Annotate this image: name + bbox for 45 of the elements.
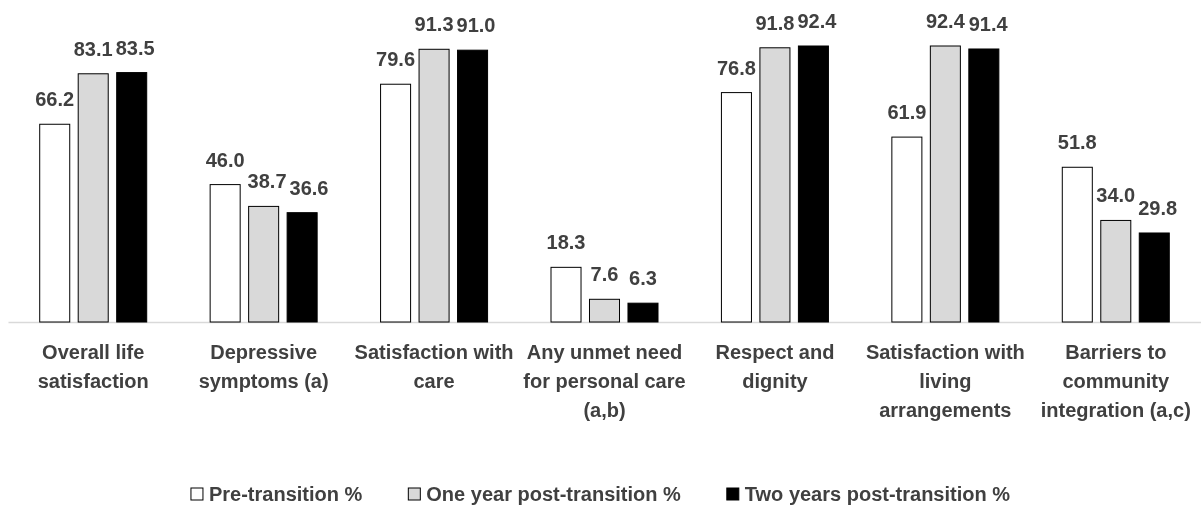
bar <box>550 266 582 323</box>
data-label: 92.4 <box>925 10 966 32</box>
legend-label: Pre-transition % <box>208 483 363 505</box>
bar <box>797 45 829 323</box>
bar <box>627 302 659 323</box>
bar <box>380 83 412 323</box>
bar <box>39 123 71 323</box>
x-tick-label: Satisfaction with care <box>354 341 514 393</box>
x-tick-label: Any unmet need for personal care (a,b) <box>523 341 686 422</box>
data-label: 6.3 <box>629 267 657 290</box>
legend-label: One year post-transition % <box>426 483 682 505</box>
data-label: 91.8 <box>755 11 795 34</box>
data-label: 66.2 <box>35 88 75 111</box>
data-label: 38.7 <box>247 170 287 193</box>
data-label: 91.3 <box>414 13 454 36</box>
data-label: 7.6 <box>590 263 619 286</box>
data-label: 51.8 <box>1057 131 1097 154</box>
data-label: 18.3 <box>546 231 586 254</box>
bar <box>720 92 752 323</box>
data-label: 34.0 <box>1096 184 1136 207</box>
bar <box>116 72 148 323</box>
bar <box>286 212 318 323</box>
x-tick-label: Satisfaction with living arrangements <box>865 341 1025 422</box>
data-label: 83.1 <box>73 37 113 60</box>
data-label: 61.9 <box>887 101 927 124</box>
bar <box>209 184 241 323</box>
bar <box>457 49 489 323</box>
data-label: 46.0 <box>205 148 245 171</box>
data-label: 76.8 <box>716 56 756 79</box>
data-label: 79.6 <box>376 48 416 71</box>
x-tick-label: Overall life satisfaction <box>37 341 149 393</box>
bar <box>891 136 923 323</box>
x-tick-label: Respect and dignity <box>715 341 835 393</box>
legend-label: Two years post-transition % <box>744 483 1011 505</box>
bar <box>968 48 1000 323</box>
data-label: 83.5 <box>115 36 155 59</box>
data-label: 36.6 <box>289 176 329 199</box>
data-label: 91.4 <box>968 12 1009 35</box>
x-tick-label: Barriers to community integration (a,c) <box>1040 341 1191 422</box>
data-label: 91.0 <box>456 14 496 37</box>
x-tick-label: Depressive symptoms (a) <box>198 341 329 393</box>
bar <box>1061 166 1093 323</box>
bar <box>1138 232 1170 323</box>
data-label: 29.8 <box>1138 196 1178 219</box>
data-label: 92.4 <box>797 10 838 32</box>
